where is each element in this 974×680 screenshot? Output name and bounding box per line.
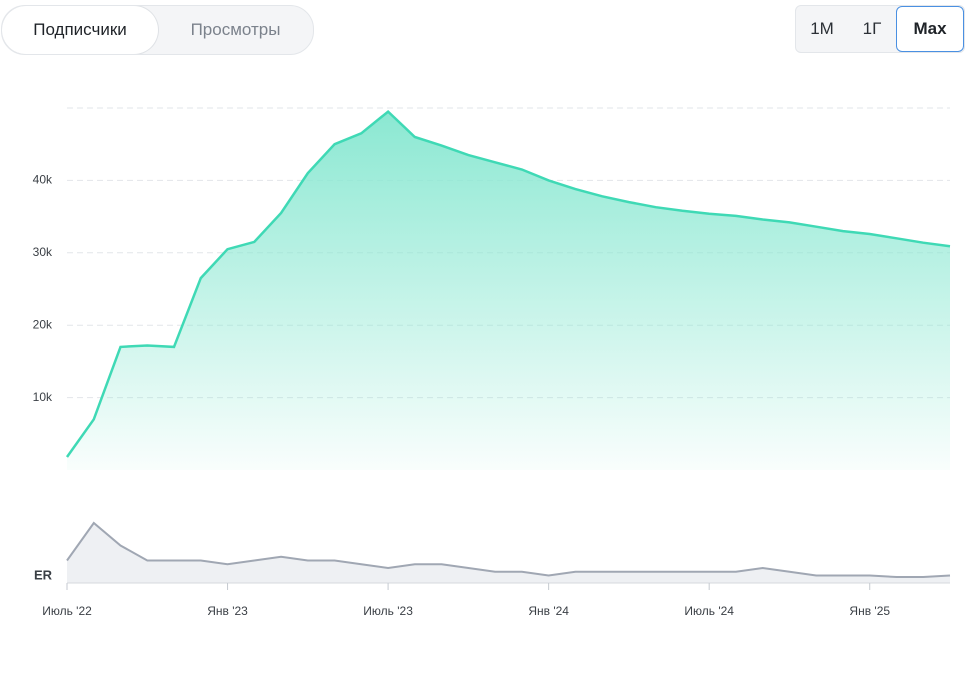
period-group: 1М 1Г Max xyxy=(795,5,965,53)
y-tick-label: 30k xyxy=(33,245,53,259)
x-tick-label: Июль '24 xyxy=(684,604,734,618)
y-tick-label: 20k xyxy=(33,317,53,331)
line xyxy=(65,109,951,458)
period-button[interactable]: 1Г xyxy=(862,19,882,38)
x-tick-label: Июль '22 xyxy=(42,604,92,618)
x-tick-label: Янв '25 xyxy=(849,604,890,618)
x-tick-label: Янв '24 xyxy=(528,604,569,618)
er-area xyxy=(67,523,950,583)
area-fill xyxy=(67,111,950,470)
tab[interactable]: Подписчики xyxy=(2,6,158,54)
period-button[interactable]: 1М xyxy=(810,19,834,38)
tab[interactable]: Просмотры xyxy=(190,20,281,39)
er-label: ER xyxy=(34,567,53,582)
y-tick-label: 10k xyxy=(33,390,53,404)
period-button[interactable]: Max xyxy=(896,6,964,52)
er-line xyxy=(66,521,951,578)
x-tick-label: Июль '23 xyxy=(363,604,413,618)
y-tick-label: 40k xyxy=(33,173,53,187)
x-tick-label: Янв '23 xyxy=(207,604,248,618)
tab-group: Подписчики Просмотры xyxy=(1,5,314,55)
